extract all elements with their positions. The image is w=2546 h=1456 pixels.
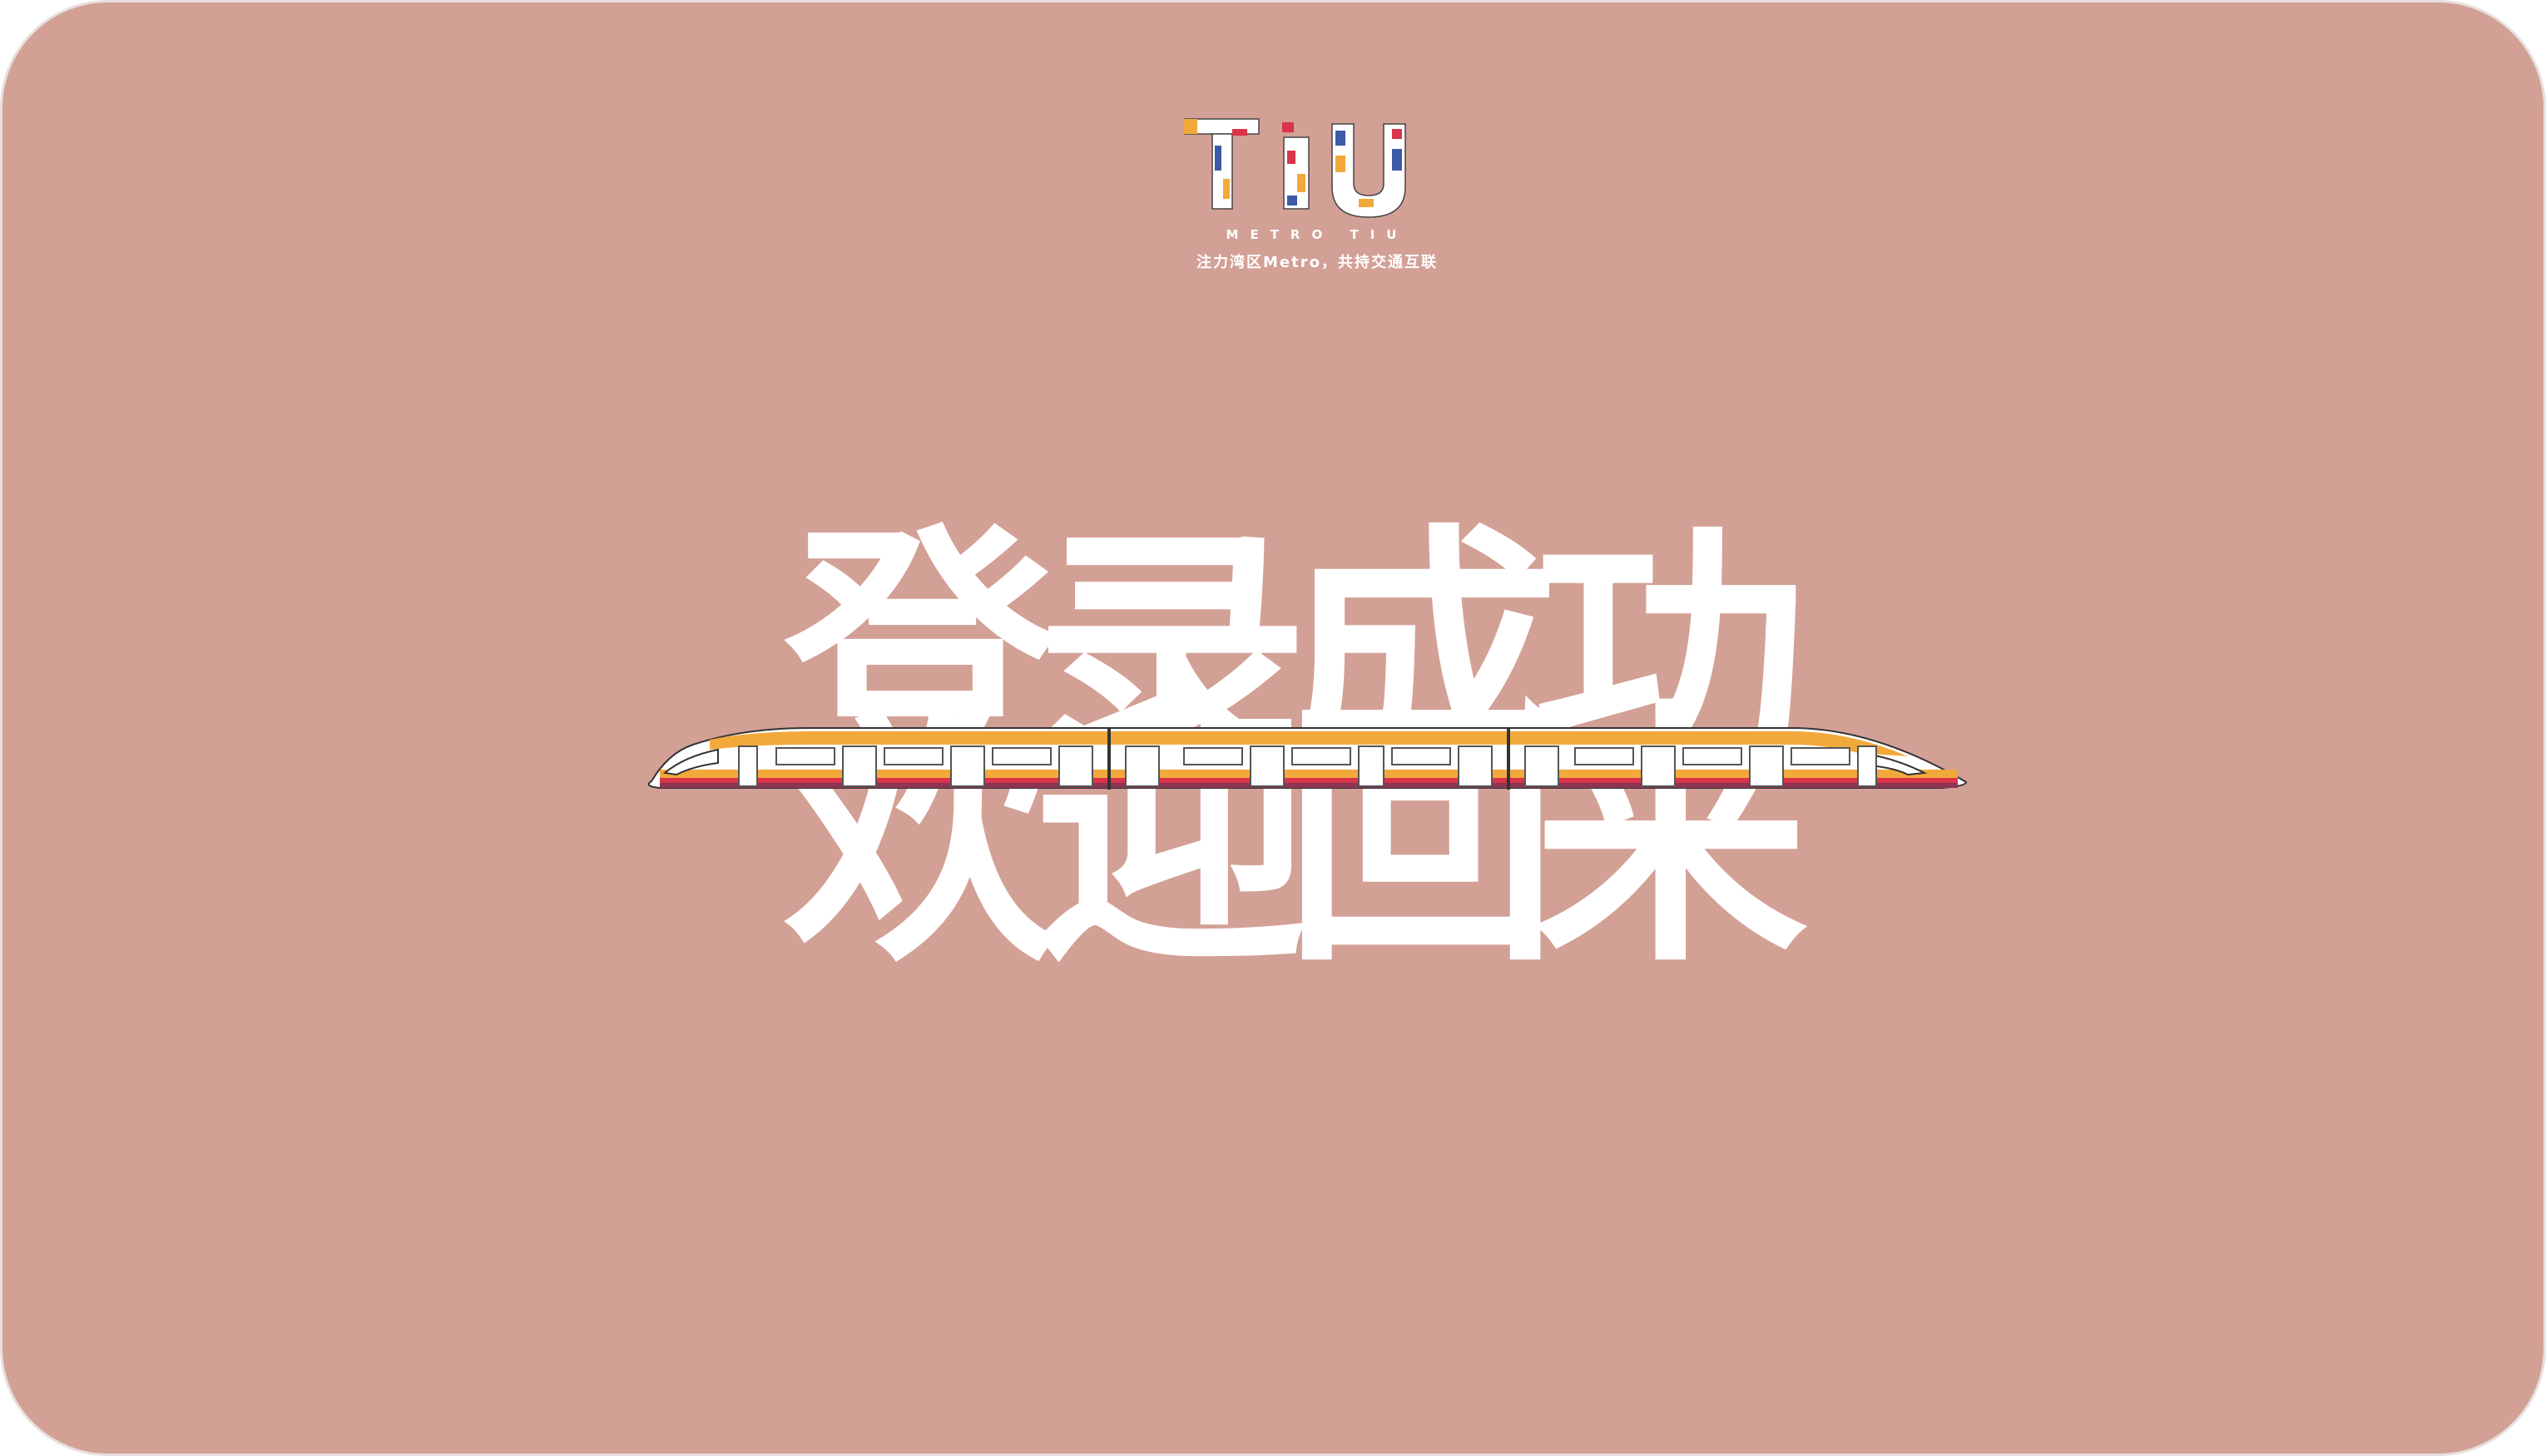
tiu-logo-icon <box>1184 118 1406 218</box>
train-icon <box>647 727 1968 790</box>
brand-subtitle: METRO TIU <box>1226 227 1409 242</box>
brand-logo: METRO TIU 注力湾区Metro，共持交通互联 <box>1151 104 1484 287</box>
brand-slogan: 注力湾区Metro，共持交通互联 <box>1196 254 1438 271</box>
